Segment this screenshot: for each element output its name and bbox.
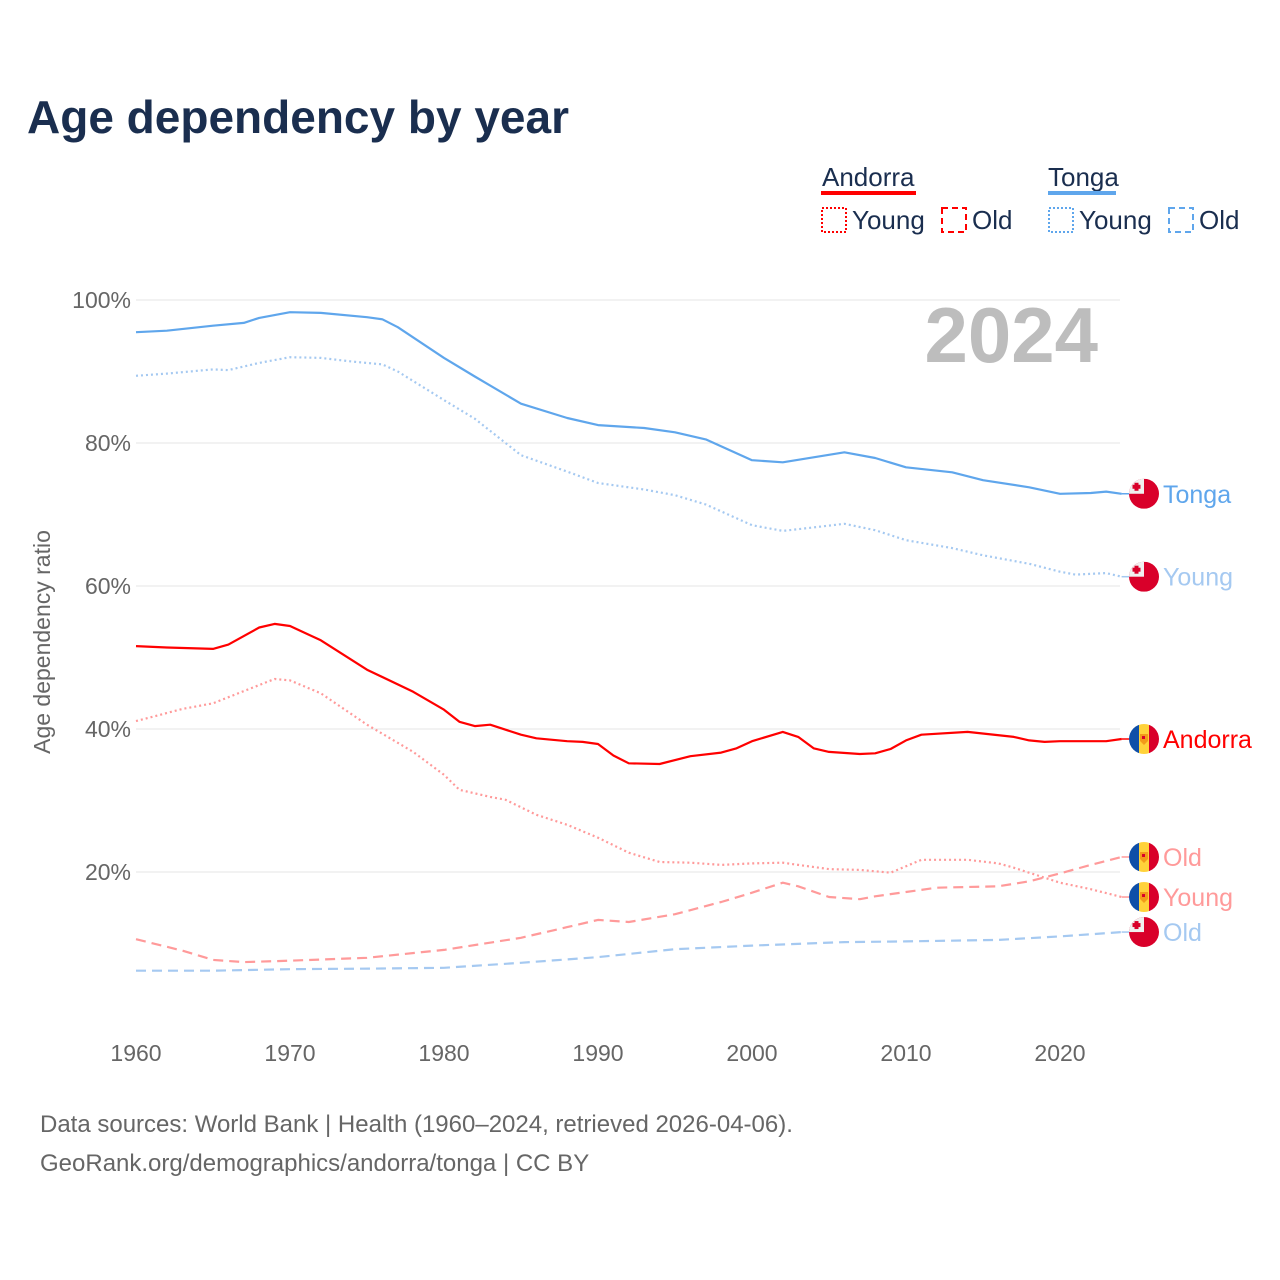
legend-tonga-young[interactable]: Young [1079, 205, 1152, 235]
series-line-tonga-old [136, 931, 1122, 972]
x-tick-label: 2000 [726, 1040, 777, 1066]
end-labels: Tonga Young Old Andorra Old Young [1121, 478, 1252, 948]
andorra-flag-icon [1129, 724, 1159, 755]
end-label: Young [1163, 884, 1233, 912]
series-line-tonga [135, 311, 1122, 495]
gridlines [136, 299, 1120, 873]
andorra-flag-icon [1129, 841, 1159, 872]
legend-tonga[interactable]: Tonga [1048, 162, 1119, 192]
y-tick-label: 40% [85, 716, 131, 742]
year-watermark: 2024 [924, 291, 1098, 379]
y-axis-ticks: 20% 40% 60% 80% 100% [72, 287, 131, 885]
end-label: Young [1163, 564, 1233, 592]
series-line-andorra [135, 622, 1122, 766]
tonga-flag-icon [1129, 917, 1159, 948]
source-link[interactable]: GeoRank.org/demographics/andorra/tonga |… [40, 1150, 589, 1177]
x-tick-label: 1990 [572, 1040, 623, 1066]
x-axis-ticks: 1960 1970 1980 1990 2000 2010 2020 [110, 1040, 1085, 1066]
legend-tonga-swatch [1048, 191, 1116, 195]
end-label: Andorra [1163, 726, 1252, 754]
chart-title: Age dependency by year [27, 91, 569, 143]
y-tick-label: 80% [85, 430, 131, 456]
x-tick-label: 1960 [110, 1040, 161, 1066]
legend-tonga-old-swatch [1168, 207, 1194, 233]
end-label: Old [1163, 919, 1202, 947]
legend-andorra-old[interactable]: Old [972, 205, 1012, 235]
x-tick-label: 1970 [264, 1040, 315, 1066]
data-source: Data sources: World Bank | Health (1960–… [40, 1111, 793, 1138]
andorra-flag-icon [1129, 882, 1159, 913]
legend-tonga-young-swatch [1048, 207, 1074, 233]
legend-andorra-young-swatch [821, 207, 847, 233]
y-tick-label: 60% [85, 573, 131, 599]
series-line-andorra-young [135, 677, 1122, 899]
y-axis-label: Age dependency ratio [29, 530, 55, 754]
y-tick-label: 20% [85, 859, 131, 885]
legend-andorra-swatch [821, 191, 916, 195]
legend: Andorra Young Old Tonga Young Old [821, 162, 1239, 235]
x-tick-label: 2020 [1034, 1040, 1085, 1066]
legend-andorra-young[interactable]: Young [852, 205, 925, 235]
x-tick-label: 1980 [418, 1040, 469, 1066]
legend-andorra-old-swatch [941, 207, 967, 233]
end-label: Tonga [1163, 481, 1231, 509]
series-lines [135, 311, 1122, 972]
y-tick-label: 100% [72, 287, 131, 313]
series-line-tonga-young [135, 356, 1122, 578]
x-tick-label: 2010 [880, 1040, 931, 1066]
tonga-flag-icon [1129, 478, 1159, 509]
legend-tonga-old[interactable]: Old [1199, 205, 1239, 235]
end-label: Old [1163, 844, 1202, 872]
legend-andorra[interactable]: Andorra [822, 162, 915, 192]
tonga-flag-icon [1129, 561, 1159, 592]
series-line-andorra-old [135, 855, 1122, 964]
